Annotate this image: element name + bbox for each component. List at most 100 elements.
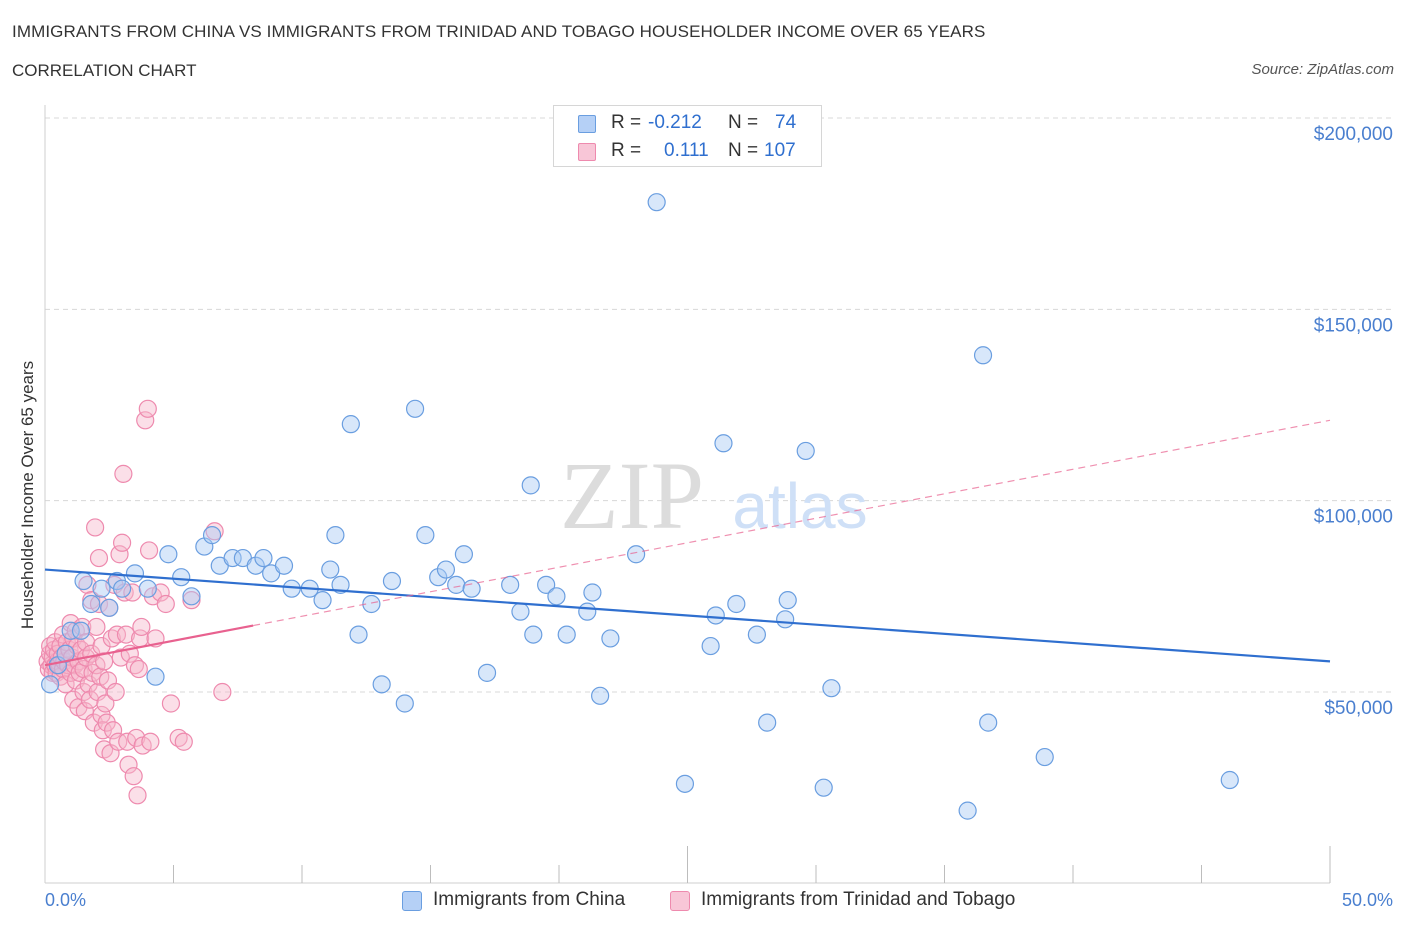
- china-point: [416, 526, 435, 545]
- tt-point: [104, 721, 123, 740]
- china-point: [979, 713, 998, 732]
- china-point: [601, 629, 620, 648]
- china-point: [814, 778, 833, 797]
- bottom-china-swatch: [402, 891, 422, 911]
- china-point: [1220, 770, 1239, 790]
- bottom-tt-swatch: [670, 891, 690, 911]
- tt-point: [96, 694, 115, 713]
- bottom-china-label: Immigrants from China: [433, 889, 626, 910]
- china-point: [41, 675, 60, 694]
- china-point: [125, 564, 145, 583]
- china-n-label: N =: [728, 112, 759, 133]
- china-point: [321, 560, 340, 579]
- china-point: [382, 571, 402, 591]
- china-point: [326, 526, 345, 545]
- china-point: [74, 571, 93, 591]
- china-point: [727, 594, 746, 614]
- tt-point: [161, 694, 181, 713]
- china-point: [511, 602, 530, 621]
- tt-point: [116, 625, 136, 644]
- tt-point: [56, 675, 75, 694]
- tt-point: [112, 533, 132, 552]
- axes: [44, 105, 1331, 884]
- watermark-atlas: atlas: [732, 470, 867, 542]
- china-point: [521, 476, 540, 495]
- china-point: [341, 415, 360, 434]
- china-point: [223, 548, 242, 568]
- tt-point: [136, 411, 155, 430]
- china-point: [583, 583, 602, 602]
- tt-r-label: R =: [611, 140, 642, 161]
- china-point: [395, 694, 414, 713]
- tt-point: [119, 755, 138, 774]
- source-label: Source: ZipAtlas.com: [1251, 61, 1394, 78]
- china-point: [159, 545, 178, 564]
- china-r-value: -0.212: [648, 112, 702, 133]
- watermark-zip: ZIP: [560, 442, 704, 549]
- tt-point: [156, 594, 175, 614]
- series-china-points: [41, 193, 1239, 820]
- tt-n-label: N =: [728, 140, 759, 161]
- chart-subtitle: CORRELATION CHART: [12, 61, 197, 80]
- series-trinidad-tobago-points: [38, 399, 232, 805]
- chart-title: IMMIGRANTS FROM CHINA VS IMMIGRANTS FROM…: [12, 22, 986, 41]
- y-axis-label: Householder Income Over 65 years: [18, 360, 37, 630]
- china-point: [714, 434, 733, 453]
- china-point: [331, 575, 350, 594]
- y-tick-label: $50,000: [1324, 698, 1393, 719]
- tt-r-value: 0.111: [664, 140, 709, 161]
- tt-point: [129, 659, 148, 679]
- china-point: [958, 801, 977, 820]
- tt-point: [114, 464, 133, 483]
- tt-point: [182, 591, 201, 610]
- tt-point: [80, 690, 100, 709]
- tt-point: [138, 399, 157, 418]
- china-point: [362, 594, 381, 614]
- china-point: [447, 575, 466, 594]
- china-point: [405, 399, 425, 418]
- china-point: [138, 579, 157, 598]
- china-point: [647, 193, 666, 212]
- tt-point: [174, 732, 193, 751]
- tt-point: [141, 732, 160, 751]
- tt-n-value: 107: [764, 140, 796, 161]
- china-point: [758, 713, 777, 732]
- china-point: [706, 606, 725, 625]
- tt-point: [89, 594, 109, 614]
- china-point: [82, 594, 101, 614]
- china-point: [973, 346, 993, 365]
- china-point: [778, 591, 797, 610]
- tt-point: [87, 617, 106, 637]
- china-point: [547, 587, 566, 606]
- china-point: [537, 575, 556, 594]
- tt-point: [110, 545, 129, 564]
- china-point: [313, 591, 332, 610]
- tt-point: [213, 682, 232, 702]
- y-tick-label: $200,000: [1314, 124, 1393, 145]
- china-trend-line: [44, 568, 1331, 663]
- china-point: [557, 625, 576, 644]
- tt-point: [89, 548, 109, 568]
- china-point: [477, 663, 497, 682]
- china-point: [822, 679, 841, 698]
- china-point: [61, 621, 80, 640]
- tt-point: [106, 682, 125, 702]
- bottom-tt-label: Immigrants from Trinidad and Tobago: [701, 889, 1016, 910]
- china-point: [747, 625, 766, 644]
- china-point: [591, 686, 610, 705]
- tt-point: [118, 732, 137, 751]
- china-point: [246, 556, 265, 575]
- china-swatch: [578, 115, 596, 133]
- china-point: [92, 579, 111, 598]
- china-point: [372, 675, 391, 694]
- grid-lines: [45, 117, 1392, 693]
- china-point: [501, 575, 520, 594]
- china-point: [202, 526, 222, 545]
- china-point: [675, 774, 695, 793]
- china-point: [100, 598, 119, 617]
- china-point: [436, 560, 456, 579]
- china-point: [112, 579, 132, 598]
- tt-point: [132, 617, 151, 637]
- china-point: [349, 625, 368, 644]
